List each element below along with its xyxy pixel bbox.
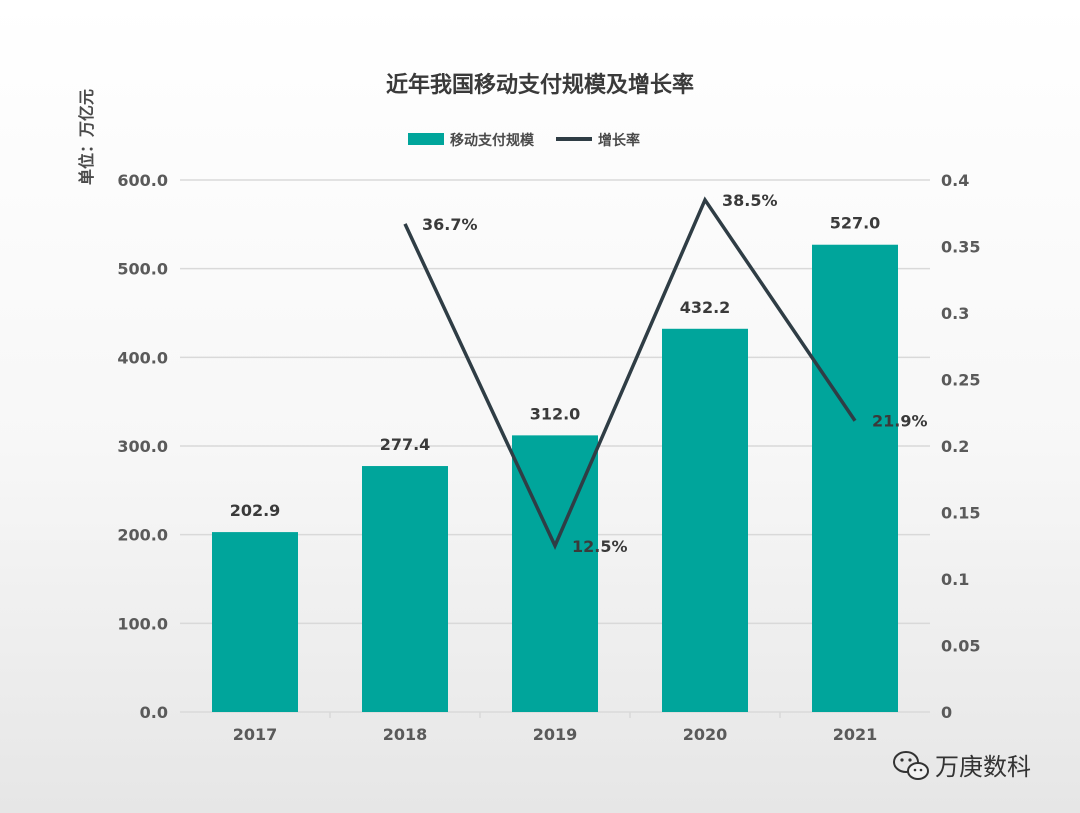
bar-data-label: 312.0 (530, 404, 581, 423)
y-left-tick-label: 600.0 (117, 171, 168, 190)
y-right-tick-label: 0.05 (941, 637, 980, 656)
wechat-icon (893, 751, 929, 780)
y-right-tick-label: 0.2 (941, 437, 969, 456)
y-right-tick-label: 0.25 (941, 371, 980, 390)
y-axis-right-ticks: 0 0.05 0.1 0.15 0.2 0.25 0.3 0.35 0.4 (941, 171, 980, 722)
y-left-tick-label: 200.0 (117, 526, 168, 545)
watermark-text: 万庚数科 (935, 753, 1031, 781)
watermark: 万庚数科 (893, 751, 1031, 781)
bar-data-label: 432.2 (680, 298, 731, 317)
bar (362, 466, 448, 712)
y-left-tick-label: 0.0 (140, 703, 168, 722)
y-axis-left-ticks: 0.0 100.0 200.0 300.0 400.0 500.0 600.0 (117, 171, 168, 722)
y-left-tick-label: 400.0 (117, 348, 168, 367)
y-left-tick-label: 300.0 (117, 437, 168, 456)
line-series (403, 196, 857, 551)
data-labels: 202.9 277.4 312.0 432.2 527.0 36.7% 12.5% 38.5%… (230, 191, 928, 556)
bar-data-label: 202.9 (230, 501, 281, 520)
growth-line (403, 196, 857, 551)
chart-title: 近年我国移动支付规模及增长率 (386, 72, 694, 98)
y-right-tick-label: 0.35 (941, 238, 980, 257)
y-right-tick-label: 0.3 (941, 304, 969, 323)
legend-line-label: 增长率 (598, 132, 640, 149)
y-right-tick-label: 0.4 (941, 171, 969, 190)
bar (212, 532, 298, 712)
y-axis-unit-label: 单位：万亿元 (77, 89, 96, 185)
bar (662, 328, 748, 712)
line-data-label: 36.7% (422, 215, 478, 234)
bar (812, 244, 898, 712)
bar-data-label: 527.0 (830, 214, 881, 233)
legend-bar-swatch (408, 133, 444, 145)
x-tick-label: 2017 (233, 725, 278, 744)
x-tick-label: 2018 (383, 725, 428, 744)
bar-data-label: 277.4 (380, 435, 431, 454)
legend: 移动支付规模 增长率 (408, 132, 640, 149)
y-left-tick-label: 100.0 (117, 614, 168, 633)
line-data-label: 12.5% (572, 537, 628, 556)
x-tick-label: 2021 (833, 725, 878, 744)
x-tick-label: 2019 (533, 725, 578, 744)
line-data-label: 21.9% (872, 412, 928, 431)
y-left-tick-label: 500.0 (117, 260, 168, 279)
y-right-tick-label: 0.15 (941, 504, 980, 523)
bar-series (212, 244, 898, 712)
y-right-tick-label: 0 (941, 703, 952, 722)
legend-bar-label: 移动支付规模 (450, 132, 535, 149)
y-right-tick-label: 0.1 (941, 570, 969, 589)
line-data-label: 38.5% (722, 191, 778, 210)
x-axis-ticks: 2017 2018 2019 2020 2021 (233, 712, 878, 744)
x-tick-label: 2020 (683, 725, 728, 744)
